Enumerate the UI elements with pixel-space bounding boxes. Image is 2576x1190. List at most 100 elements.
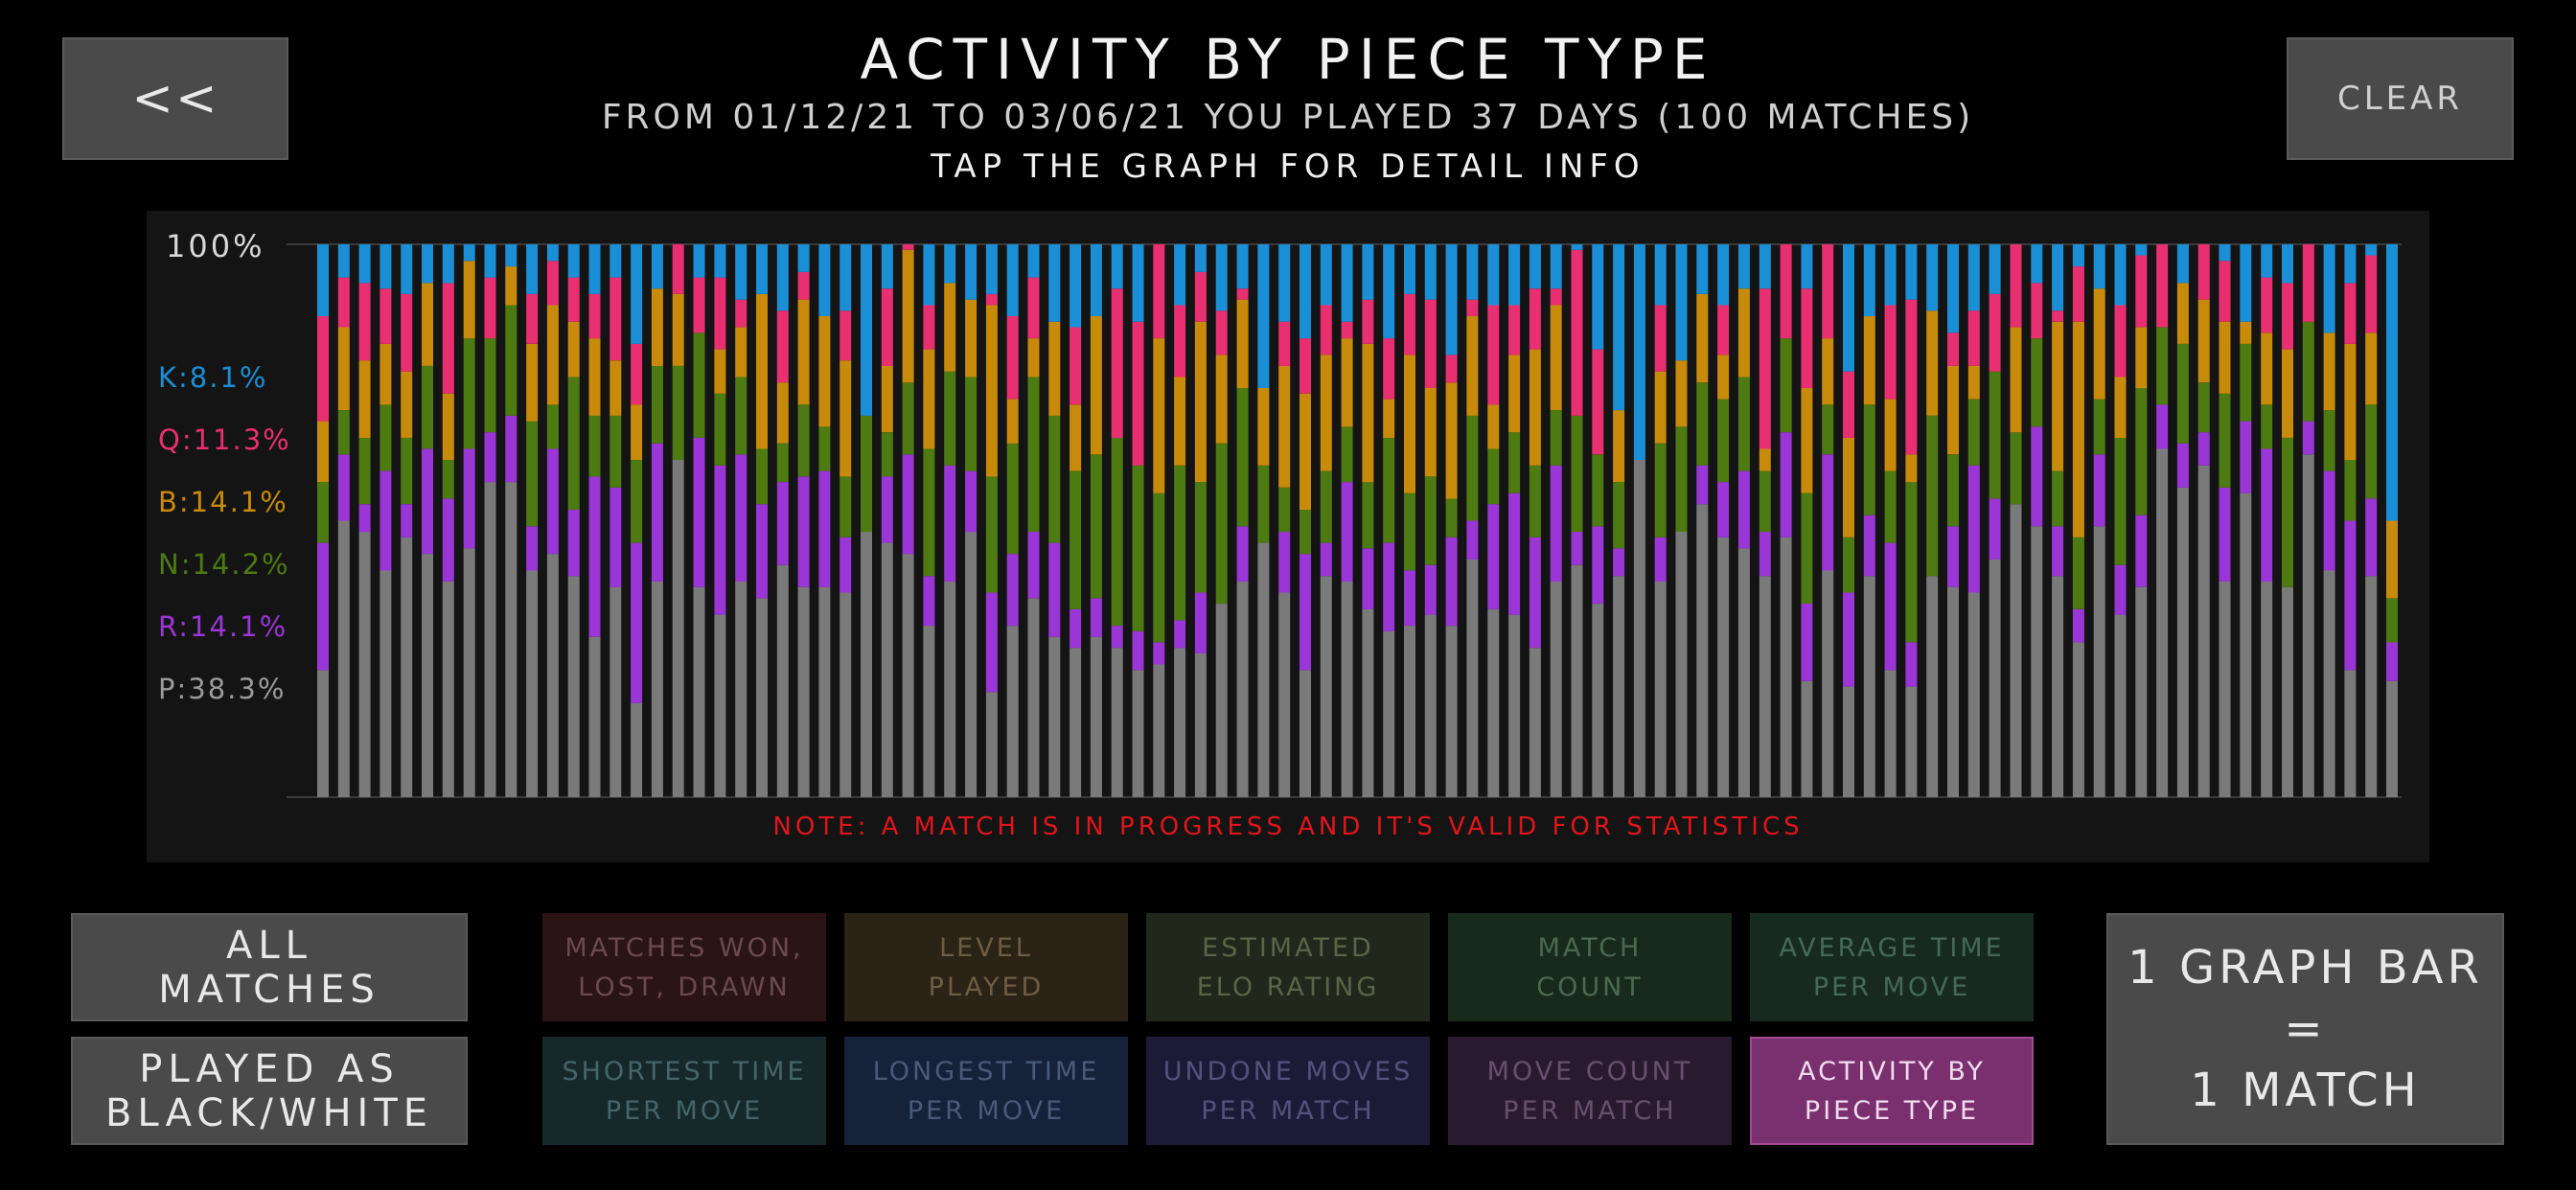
bar-segment-k [631,244,643,344]
activity-chart[interactable]: 100% K:8.1% Q:11.3% B:14.1% N:14.2% R:14.1% P:… [147,211,2429,862]
bar-segment-k [1759,244,1771,289]
bar-segment-b [2135,327,2148,389]
mode-label: MATCH COUNT [1536,932,1644,1002]
bar-segment-k [463,244,475,262]
bar-segment-r [505,415,518,483]
bar-segment-n [380,404,392,471]
bar-segment-b [2282,349,2293,438]
bar-segment-b [2344,343,2357,461]
chart-svg[interactable]: 100% K:8.1% Q:11.3% B:14.1% N:14.2% R:14.1% P:… [147,211,2429,862]
bar-segment-p [881,542,893,797]
bar-segment-r [2072,608,2084,643]
bar-segment-p [631,702,643,797]
bar-segment-p [840,592,852,797]
bar-segment-k [944,244,956,284]
bar-segment-b [1947,365,1959,455]
bar-segment-p [902,554,914,797]
mode-button-8[interactable]: UNDONE MOVES PER MATCH [1146,1037,1430,1145]
bar-segment-p [672,460,684,797]
bar-segment-r [1550,465,1562,582]
bar-segment-q [1717,305,1730,355]
bar-segment-q [1300,338,1311,394]
bar-segment-p [2219,582,2231,797]
bar-segment-p [422,554,433,797]
clear-button[interactable]: CLEAR [2287,37,2514,160]
bar-segment-r [1383,542,1395,631]
bar-segment-n [2197,382,2210,433]
bar-segment-k [2114,244,2127,306]
mode-button-10[interactable]: ACTIVITY BY PIECE TYPE [1750,1037,2034,1145]
bar-segment-k [358,244,371,284]
bar-segment-p [818,586,831,797]
bar-segment-n [1215,443,1228,604]
bar-segment-q [2344,283,2357,344]
bar-segment-b [818,316,831,427]
mode-button-6[interactable]: SHORTEST TIME PER MOVE [542,1037,826,1145]
bar-segment-p [317,670,329,797]
mode-button-3[interactable]: ESTIMATED ELO RATING [1146,913,1430,1021]
bar-segment-b [1696,293,1709,383]
mode-button-2[interactable]: LEVEL PLAYED [844,913,1128,1021]
bar-segment-n [923,448,935,577]
bar-segment-k [317,244,329,316]
bar-segment-n [1801,492,1813,604]
bar-segment-p [1529,648,1541,797]
bar-segment-q [1320,305,1332,355]
bar-segment-r [1466,520,1479,560]
bar-segment-n [2344,460,2357,521]
bar-segment-q [1989,293,2001,372]
bar-segment-q [2010,244,2022,328]
mode-label: ESTIMATED ELO RATING [1196,932,1380,1002]
bar-segment-b [631,404,643,460]
mode-button-5[interactable]: AVERAGE TIME PER MOVE [1750,913,2034,1021]
bar-segment-n [1592,454,1604,527]
bar-segment-k [1905,244,1918,300]
bar-segment-r [944,465,956,582]
bar-segment-q [546,261,559,306]
bar-segment-r [1362,548,1374,609]
all-matches-button[interactable]: ALL MATCHES [71,913,468,1021]
bar-segment-b [776,382,789,444]
bar-segment-r [1801,604,1813,681]
back-button[interactable]: << [62,37,288,160]
bar-segment-p [1006,626,1019,797]
bar-segment-q [1487,305,1500,405]
bar-segment-b [756,293,768,449]
bar-segment-p [1717,537,1730,797]
bar-segment-p [505,482,518,797]
bar-segment-r [2302,421,2314,455]
bar-segment-r [2197,432,2210,466]
bar-segment-p [1905,686,1918,797]
mode-button-1[interactable]: MATCHES WON, LOST, DRAWN [542,913,826,1021]
bar-segment-n [1822,404,1834,455]
played-as-button[interactable]: PLAYED AS BLACK/WHITE [71,1037,468,1145]
bar-segment-k [1070,244,1082,328]
bar-segment-r [1571,532,1583,565]
bar-segment-p [1550,582,1562,797]
bar-segment-q [1571,249,1583,416]
bar-segment-p [1759,576,1771,797]
bar-segment-r [1884,542,1897,671]
bar-segment-n [442,460,454,499]
bar-segment-b [2240,321,2252,344]
bar-segment-k [526,244,539,294]
bar-segment-b [1529,349,1541,466]
bar-segment-n [2302,321,2314,422]
bar-segment-r [797,476,810,587]
mode-button-7[interactable]: LONGEST TIME PER MOVE [844,1037,1128,1145]
mode-label: LEVEL PLAYED [928,932,1045,1002]
bar-segment-n [2261,404,2273,449]
bar-info-button[interactable]: 1 GRAPH BAR = 1 MATCH [2106,913,2504,1145]
bar-segment-n [1027,377,1040,533]
bar-segment-k [1737,244,1750,289]
bar-segment-r [463,448,475,549]
mode-button-4[interactable]: MATCH COUNT [1448,913,1732,1021]
bar-segment-k [735,244,748,300]
bar-segment-b [1404,355,1415,493]
bar-segment-n [1174,465,1186,621]
bar-segment-n [484,338,496,433]
mode-button-9[interactable]: MOVE COUNT PER MATCH [1448,1037,1732,1145]
bar-segment-p [2072,642,2084,797]
bar-segment-n [1424,476,1437,565]
bar-segment-p [944,582,956,797]
